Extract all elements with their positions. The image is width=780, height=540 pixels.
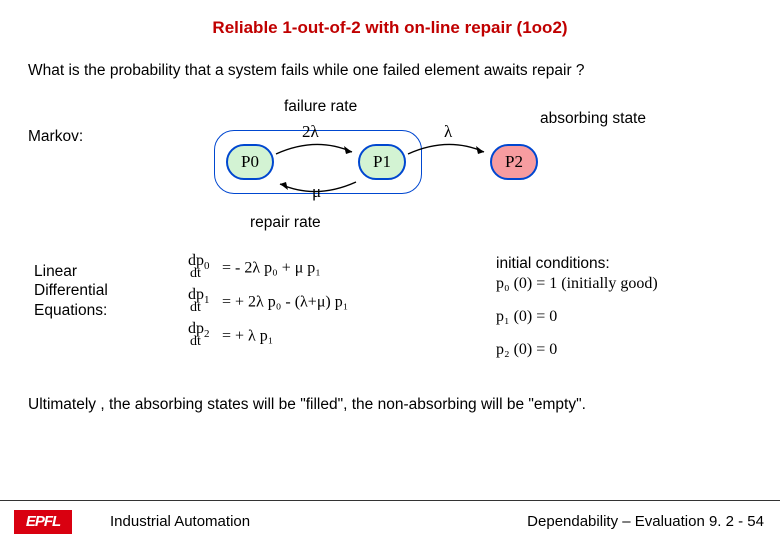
slide-title: Reliable 1-out-of-2 with on-line repair … [0,0,780,38]
edge-label-lambda: λ [444,122,452,142]
epfl-logo: EPFL [14,510,72,534]
equations-row: LinearDifferentialEquations: dp0dt = - 2… [0,244,780,374]
initial-conditions: initial conditions: p₀ (0) = 1 (initiall… [496,254,658,373]
conclusion-text: Ultimately , the absorbing states will b… [0,374,780,414]
repair-rate-label: repair rate [250,214,321,232]
lde-label: LinearDifferentialEquations: [34,262,108,320]
footer: EPFL Industrial Automation Dependability… [0,500,780,540]
equation-block: dp0dt = - 2λ p₀ + μ p₁ dp1dt = + 2λ p₀ -… [188,254,348,356]
markov-diagram: Markov: failure rate absorbing state P0 … [0,94,780,234]
state-p0: P0 [226,144,274,180]
footer-left: Industrial Automation [110,513,250,530]
eq-dp2: dp2dt = + λ p₁ [188,322,348,356]
absorbing-label: absorbing state [540,110,646,128]
footer-right: Dependability – Evaluation 9. 2 - 54 [527,513,764,530]
state-p2: P2 [490,144,538,180]
question-text: What is the probability that a system fa… [0,38,780,88]
ic-p0: p₀ (0) = 1 (initially good) [496,274,658,295]
eq-dp1: dp1dt = + 2λ p₀ - (λ+μ) p₁ [188,288,348,322]
state-p1: P1 [358,144,406,180]
eq-dp0: dp0dt = - 2λ p₀ + μ p₁ [188,254,348,288]
edge-label-2lambda: 2λ [302,122,319,142]
ic-p2: p₂ (0) = 0 [496,340,658,361]
ic-heading: initial conditions: [496,254,658,274]
failure-rate-label: failure rate [284,98,357,116]
ic-p1: p₁ (0) = 0 [496,307,658,328]
edge-p1-p2 [406,140,490,160]
edge-p0-p1 [274,140,358,160]
markov-label: Markov: [28,128,83,146]
edge-label-mu: μ [312,182,321,202]
